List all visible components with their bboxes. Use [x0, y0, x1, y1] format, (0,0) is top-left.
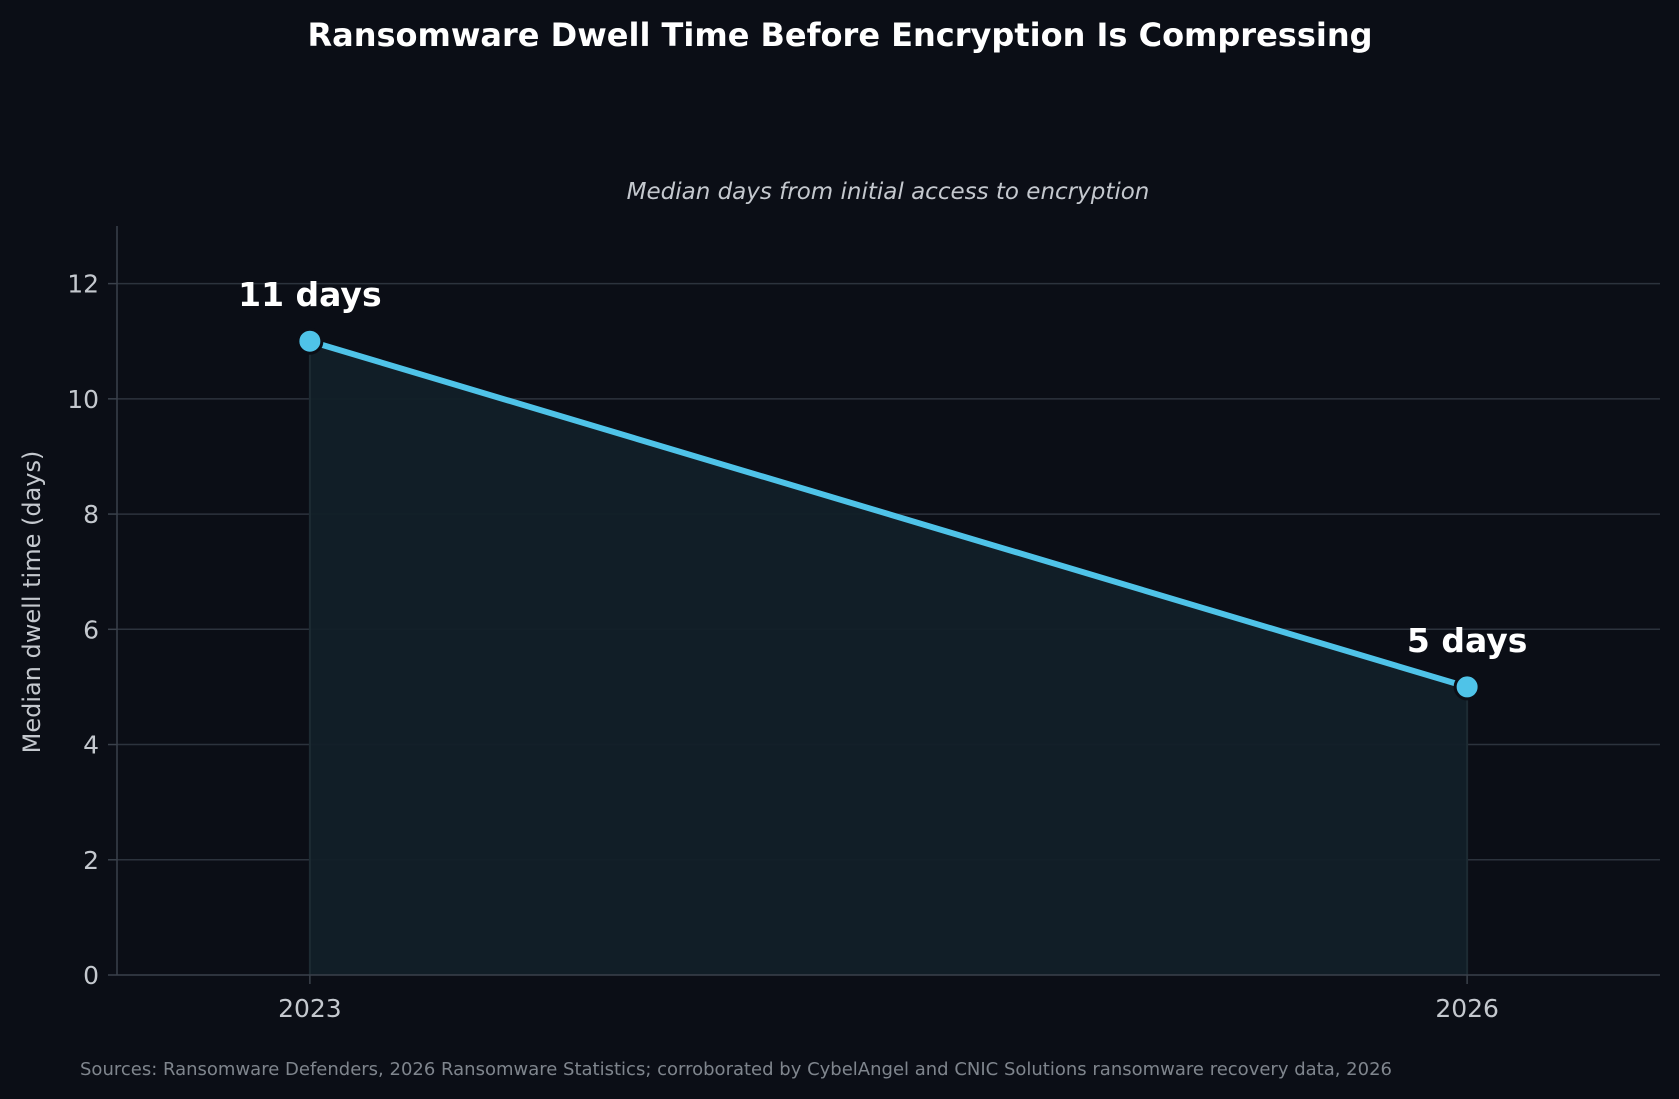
chart-title: Ransomware Dwell Time Before Encryption … [307, 16, 1372, 54]
y-tick-label: 0 [83, 961, 99, 990]
data-point [296, 327, 324, 355]
data-label: 11 days [238, 275, 381, 314]
data-labels: 11 days 5 days [238, 275, 1527, 660]
y-tick-label: 4 [83, 731, 99, 760]
y-tick-label: 8 [83, 500, 99, 529]
data-label: 5 days [1407, 621, 1527, 660]
data-point [1453, 673, 1481, 701]
x-tick-label: 2026 [1435, 994, 1499, 1023]
y-tick-label: 10 [67, 385, 99, 414]
series-layer [296, 327, 1481, 701]
y-tick-label: 12 [67, 270, 99, 299]
y-tick-label: 2 [83, 846, 99, 875]
series-line [306, 338, 1471, 690]
axes: 0 2 4 6 8 10 12 2023 2026 [67, 226, 1660, 1023]
chart-subtitle: Median days from initial access to encry… [627, 179, 1150, 205]
x-tick-label: 2023 [278, 994, 342, 1023]
y-axis-label: Median dwell time (days) [18, 451, 46, 754]
area-fill-layer [308, 341, 1469, 975]
y-tick-label: 6 [83, 615, 99, 644]
area-fill [309, 341, 1468, 975]
source-note: Sources: Ransomware Defenders, 2026 Rans… [80, 1059, 1392, 1080]
